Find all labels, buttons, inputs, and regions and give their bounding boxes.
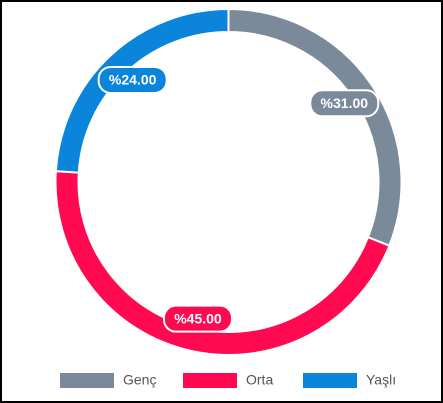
value-label-box [97, 65, 168, 94]
legend-swatch [303, 373, 357, 388]
value-label: %24.00 [109, 72, 157, 88]
legend-label: Genç [123, 372, 156, 388]
doughnut-segment [54, 7, 230, 174]
legend-swatch [183, 373, 237, 388]
value-label: %31.00 [321, 95, 369, 111]
legend-swatch [60, 373, 114, 388]
value-label-box [162, 304, 233, 333]
value-label: %45.00 [174, 310, 222, 326]
legend-label: Orta [246, 372, 273, 388]
legend-label: Yaşlı [366, 372, 396, 388]
value-label-box [309, 89, 380, 118]
